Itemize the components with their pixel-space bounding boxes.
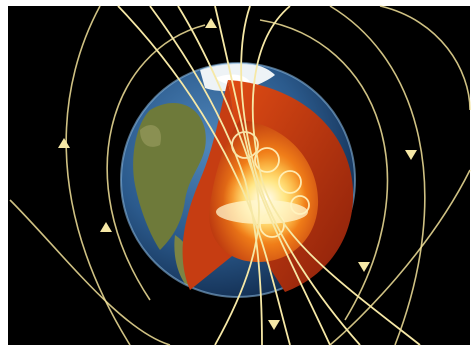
core-bright-band — [216, 200, 308, 224]
magnetic-field-lines-back — [9, 5, 471, 346]
magnetic-field-lines-front — [117, 5, 421, 346]
field-direction-arrows — [58, 18, 417, 330]
